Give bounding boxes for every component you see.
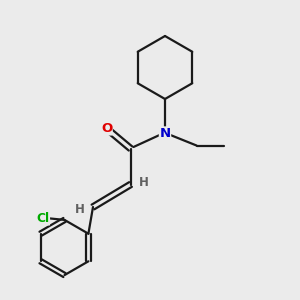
Text: O: O <box>101 122 112 135</box>
Text: H: H <box>75 203 84 216</box>
Text: Cl: Cl <box>36 212 50 225</box>
Text: N: N <box>159 127 171 140</box>
Text: H: H <box>139 176 149 189</box>
